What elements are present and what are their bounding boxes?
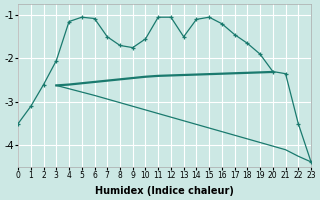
X-axis label: Humidex (Indice chaleur): Humidex (Indice chaleur) [95, 186, 234, 196]
